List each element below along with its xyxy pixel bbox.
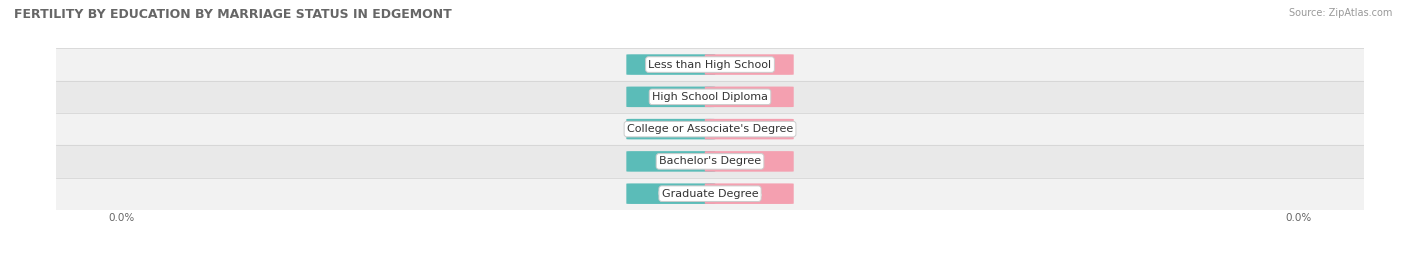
Text: 0.0%: 0.0% — [657, 92, 685, 102]
Text: Bachelor's Degree: Bachelor's Degree — [659, 156, 761, 167]
Text: 0.0%: 0.0% — [735, 92, 763, 102]
Text: Source: ZipAtlas.com: Source: ZipAtlas.com — [1288, 8, 1392, 18]
Text: 0.0%: 0.0% — [735, 59, 763, 70]
Bar — [56, 145, 1364, 178]
Text: 0.0%: 0.0% — [657, 189, 685, 199]
FancyBboxPatch shape — [626, 183, 716, 204]
Text: Less than High School: Less than High School — [648, 59, 772, 70]
FancyBboxPatch shape — [704, 183, 794, 204]
Text: 0.0%: 0.0% — [735, 124, 763, 134]
Bar — [56, 81, 1364, 113]
Bar — [56, 113, 1364, 145]
FancyBboxPatch shape — [626, 54, 716, 75]
Text: 0.0%: 0.0% — [657, 59, 685, 70]
Bar — [56, 48, 1364, 81]
FancyBboxPatch shape — [704, 119, 794, 139]
Text: Graduate Degree: Graduate Degree — [662, 189, 758, 199]
FancyBboxPatch shape — [626, 87, 716, 107]
FancyBboxPatch shape — [626, 119, 716, 139]
FancyBboxPatch shape — [704, 151, 794, 172]
Text: College or Associate's Degree: College or Associate's Degree — [627, 124, 793, 134]
FancyBboxPatch shape — [704, 87, 794, 107]
Text: 0.0%: 0.0% — [735, 189, 763, 199]
Text: 0.0%: 0.0% — [735, 156, 763, 167]
FancyBboxPatch shape — [626, 151, 716, 172]
Bar — [56, 178, 1364, 210]
Text: 0.0%: 0.0% — [657, 156, 685, 167]
FancyBboxPatch shape — [704, 54, 794, 75]
Text: FERTILITY BY EDUCATION BY MARRIAGE STATUS IN EDGEMONT: FERTILITY BY EDUCATION BY MARRIAGE STATU… — [14, 8, 451, 21]
Text: 0.0%: 0.0% — [657, 124, 685, 134]
Text: High School Diploma: High School Diploma — [652, 92, 768, 102]
